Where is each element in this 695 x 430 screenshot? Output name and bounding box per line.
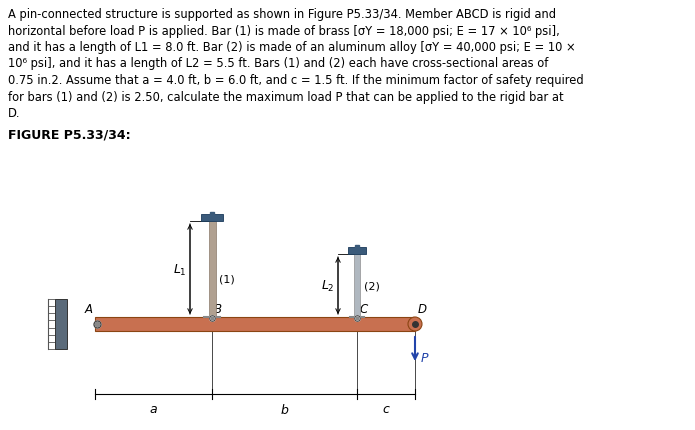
Bar (55, 299, 67, 349)
Text: horizontal before load P is applied. Bar (1) is made of brass [σY = 18,000 psi; : horizontal before load P is applied. Bar… (8, 25, 559, 37)
Bar (354, 255, 360, 317)
Text: $b$: $b$ (280, 402, 289, 416)
Text: $L_2$: $L_2$ (321, 278, 335, 293)
Text: $a$: $a$ (149, 402, 158, 415)
Text: A: A (85, 302, 93, 315)
Text: $L_1$: $L_1$ (173, 262, 187, 277)
Text: FIGURE P5.33/34:: FIGURE P5.33/34: (8, 128, 131, 141)
Text: B: B (214, 302, 222, 315)
Text: 0.75 in.2. Assume that a = 4.0 ft, b = 6.0 ft, and c = 1.5 ft. If the minimum fa: 0.75 in.2. Assume that a = 4.0 ft, b = 6… (8, 74, 584, 87)
Text: for bars (1) and (2) is 2.50, calculate the maximum load P that can be applied t: for bars (1) and (2) is 2.50, calculate … (8, 90, 564, 103)
Text: (1): (1) (220, 274, 235, 284)
Text: D: D (418, 302, 427, 315)
Bar (348, 247, 366, 255)
Text: C: C (359, 302, 367, 315)
Text: D.: D. (8, 107, 20, 120)
Text: (2): (2) (364, 281, 380, 291)
Text: and it has a length of L1 = 8.0 ft. Bar (2) is made of an aluminum alloy [σY = 4: and it has a length of L1 = 8.0 ft. Bar … (8, 41, 575, 54)
Bar (95, 317, 415, 331)
Text: 10⁶ psi], and it has a length of L2 = 5.5 ft. Bars (1) and (2) each have cross-s: 10⁶ psi], and it has a length of L2 = 5.… (8, 57, 548, 71)
Text: $c$: $c$ (382, 402, 391, 415)
Bar (208, 221, 215, 317)
Bar (201, 215, 223, 221)
Text: $P$: $P$ (420, 351, 430, 364)
Circle shape (408, 317, 422, 331)
Text: A pin-connected structure is supported as shown in Figure P5.33/34. Member ABCD : A pin-connected structure is supported a… (8, 8, 556, 21)
